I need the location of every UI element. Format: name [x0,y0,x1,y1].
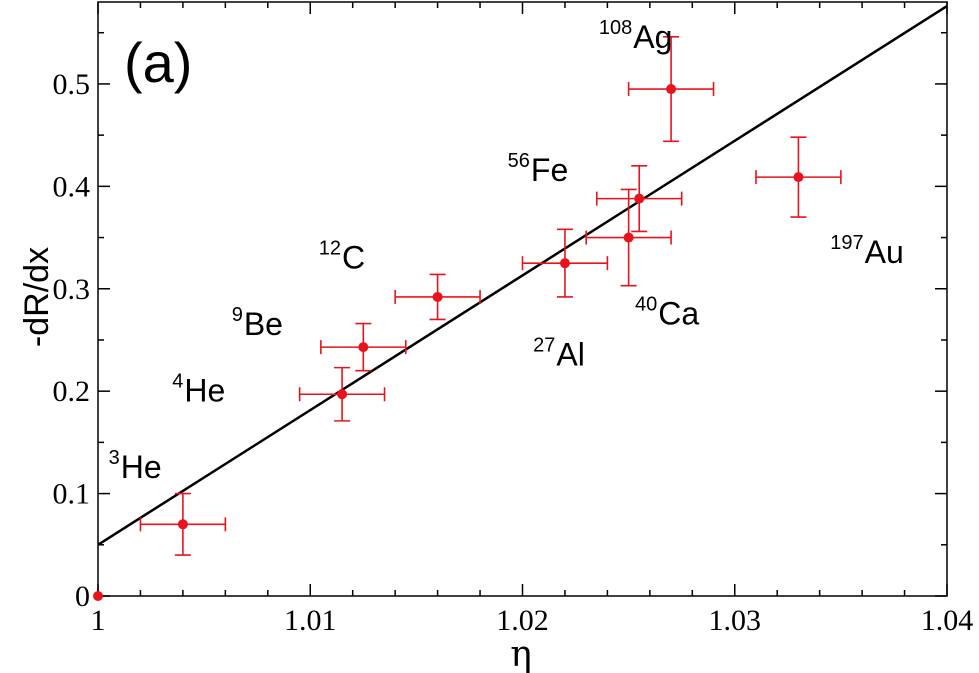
mass-number: 4 [172,370,183,392]
point-marker [634,193,645,204]
point-marker [337,389,348,400]
y-tick-label: 0.3 [53,273,91,306]
x-axis-title: η [510,634,532,673]
point-marker [177,519,188,530]
y-tick-label: 0.1 [53,478,91,511]
nucleus-label: 40Ca [635,294,699,332]
element-symbol: Fe [531,152,568,188]
data-point [320,322,407,372]
nucleus-label: 56Fe [508,150,569,188]
origin-marker [93,591,103,601]
fit-line [97,5,948,546]
nucleus-label: 27Al [533,335,585,373]
x-tick-label: 1.02 [496,604,549,637]
y-tick-label: 0 [75,580,90,613]
point-marker [793,172,804,183]
x-tick-label: 1.01 [284,604,337,637]
element-symbol: Au [865,234,904,270]
data-point [755,136,842,218]
y-tick-label: 0.2 [53,375,91,408]
y-tick-label: 0.5 [53,68,91,101]
plot-frame [97,1,948,597]
data-point [394,273,481,321]
point-marker [432,291,443,302]
point-marker [559,258,570,269]
point-marker [358,342,369,353]
x-tick-label: 1.04 [921,604,974,637]
x-tick-label: 1.03 [709,604,762,637]
element-symbol: Ag [633,19,672,55]
tick-labels: 1 1.01 1.02 1.03 1.04 0 0.1 0.2 0.3 0.4 0.5 [53,68,974,637]
y-axis-title: -dR/dx [18,247,56,347]
data-point [627,36,715,143]
element-symbol: C [342,239,365,275]
nucleus-label: 12C [319,237,365,275]
data-point [139,492,227,556]
data-point [298,366,386,422]
mass-number: 108 [599,17,632,39]
nucleus-label: 3He [109,447,162,485]
nucleus-label: 4He [172,370,225,408]
element-symbol: Ca [658,296,699,332]
axis-ticks [97,2,948,597]
mass-number: 56 [508,150,530,172]
mass-number: 40 [635,294,657,316]
nucleus-label: 9Be [232,304,283,342]
element-symbol: He [184,372,225,408]
data-point [595,165,683,233]
data-points [93,36,842,601]
mass-number: 3 [109,447,120,469]
panel-label: (a) [124,31,192,94]
y-tick-label: 0.4 [53,170,91,203]
nucleus-label: 108Ag [599,17,673,55]
mass-number: 9 [232,304,243,326]
x-tick-label: 1 [91,604,106,637]
point-marker [623,232,634,243]
point-marker [666,84,677,95]
mass-number: 12 [319,237,341,259]
data-point [521,228,609,298]
element-symbol: He [121,449,162,485]
element-symbol: Al [556,337,584,373]
mass-number: 197 [830,232,863,254]
element-symbol: Be [244,306,283,342]
data-point [585,188,672,287]
mass-number: 27 [533,335,555,357]
nucleus-label: 197Au [830,232,904,270]
